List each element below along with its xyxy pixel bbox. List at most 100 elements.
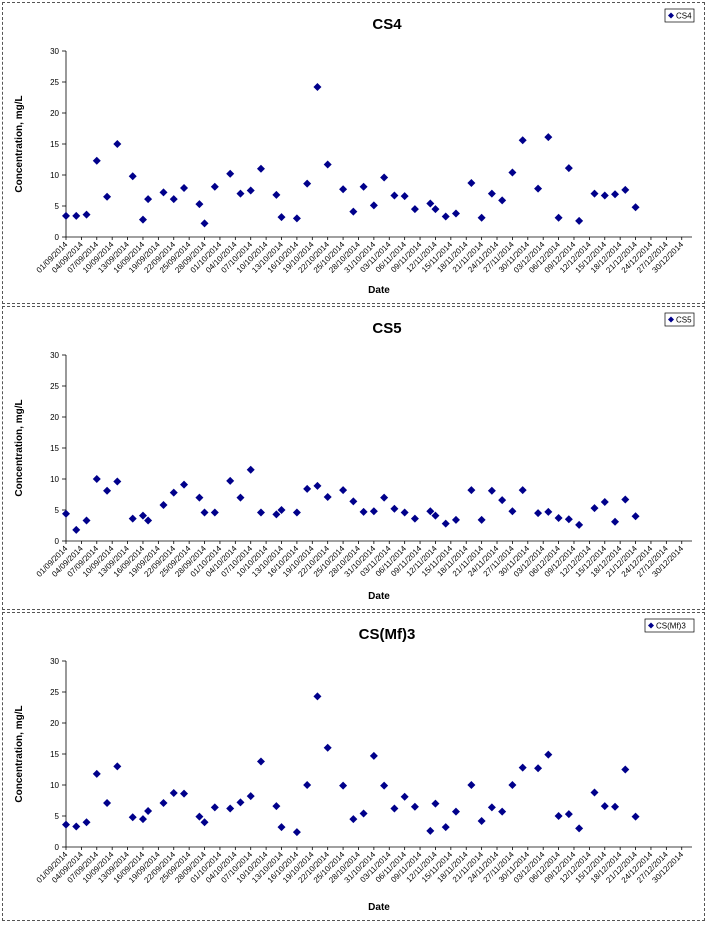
chart-title: CS5 bbox=[372, 320, 401, 337]
data-point bbox=[431, 799, 440, 808]
data-point bbox=[400, 792, 409, 801]
legend-marker bbox=[668, 316, 674, 323]
data-point bbox=[103, 192, 112, 201]
data-point bbox=[272, 190, 281, 199]
y-tick-label: 30 bbox=[50, 47, 59, 56]
data-point bbox=[323, 492, 332, 501]
y-tick-label: 15 bbox=[50, 444, 59, 453]
data-point bbox=[72, 525, 81, 534]
data-point bbox=[621, 495, 630, 504]
data-point bbox=[277, 506, 286, 514]
x-axis-label: Date bbox=[368, 285, 390, 296]
data-point bbox=[113, 140, 122, 148]
data-point bbox=[72, 822, 81, 831]
data-point bbox=[349, 815, 358, 824]
legend-label: CS(Mf)3 bbox=[656, 622, 686, 631]
data-point bbox=[323, 743, 332, 752]
data-point bbox=[210, 803, 219, 812]
data-point bbox=[441, 212, 450, 221]
data-point bbox=[144, 195, 153, 204]
data-point bbox=[410, 802, 419, 811]
data-point bbox=[292, 508, 301, 517]
data-point bbox=[441, 823, 450, 832]
data-point bbox=[62, 509, 70, 518]
data-point bbox=[128, 172, 137, 181]
y-tick-label: 5 bbox=[55, 812, 60, 821]
data-point bbox=[498, 496, 507, 505]
y-tick-label: 0 bbox=[55, 843, 60, 852]
data-point bbox=[611, 802, 620, 811]
data-point bbox=[226, 804, 235, 813]
data-point bbox=[611, 517, 620, 526]
legend-marker bbox=[668, 12, 674, 19]
data-point bbox=[534, 764, 543, 773]
data-point bbox=[272, 802, 281, 811]
y-tick-label: 10 bbox=[50, 475, 59, 484]
data-point bbox=[600, 497, 609, 506]
data-point bbox=[369, 507, 378, 516]
y-tick-label: 0 bbox=[55, 233, 60, 242]
y-tick-label: 15 bbox=[50, 140, 59, 149]
data-point bbox=[380, 173, 389, 182]
legend-box bbox=[664, 8, 695, 23]
chart-panel: CS(Mf)3 CS(Mf)3 0 5 10 15 20 25 30 01/09/2014 04/0… bbox=[2, 612, 705, 921]
data-point bbox=[359, 809, 368, 818]
y-tick-label: 15 bbox=[50, 750, 59, 759]
data-point bbox=[400, 192, 409, 201]
chart-panel: CS4 CS4 0 5 10 15 20 25 30 01/09/2014 04/09/2014 07… bbox=[2, 2, 705, 304]
data-point bbox=[195, 200, 204, 209]
data-point bbox=[518, 136, 527, 145]
data-point bbox=[534, 184, 543, 193]
data-point bbox=[246, 792, 255, 801]
data-point bbox=[451, 515, 460, 524]
data-point bbox=[138, 215, 147, 224]
data-point bbox=[128, 514, 137, 523]
data-point bbox=[92, 769, 101, 778]
data-point bbox=[256, 508, 265, 517]
chart-title: CS4 bbox=[372, 16, 402, 33]
y-tick-label: 0 bbox=[55, 537, 60, 546]
data-point bbox=[159, 501, 168, 510]
legend-label: CS4 bbox=[676, 12, 692, 21]
data-point bbox=[400, 508, 409, 517]
data-point bbox=[477, 213, 486, 222]
y-tick-label: 20 bbox=[50, 413, 59, 422]
data-point bbox=[62, 820, 70, 829]
data-point bbox=[138, 815, 147, 824]
data-point bbox=[256, 164, 265, 173]
legend: CS(Mf)3 bbox=[644, 618, 695, 633]
legend-box bbox=[644, 618, 695, 633]
x-axis-label: Date bbox=[368, 591, 390, 602]
chart-title: CS(Mf)3 bbox=[359, 626, 416, 643]
data-point bbox=[236, 189, 245, 198]
data-point bbox=[431, 511, 440, 520]
y-axis-label: Concentration, mg/L bbox=[14, 399, 25, 496]
data-point bbox=[292, 828, 301, 837]
data-point bbox=[590, 788, 599, 797]
y-tick-label: 30 bbox=[50, 657, 59, 666]
data-point bbox=[631, 203, 640, 212]
data-point bbox=[226, 169, 235, 178]
x-axis-label: Date bbox=[368, 902, 390, 913]
data-point bbox=[92, 475, 101, 483]
data-point bbox=[544, 507, 553, 516]
data-point bbox=[554, 514, 563, 523]
data-point bbox=[508, 781, 517, 789]
data-point bbox=[600, 191, 609, 200]
data-point bbox=[313, 82, 322, 91]
y-tick-label: 30 bbox=[50, 351, 59, 360]
data-point bbox=[339, 781, 348, 790]
data-point bbox=[359, 182, 368, 191]
data-point bbox=[169, 789, 178, 798]
data-point bbox=[103, 798, 112, 807]
y-axis-label: Concentration, mg/L bbox=[14, 705, 25, 802]
data-point bbox=[564, 164, 573, 173]
data-point bbox=[339, 486, 348, 495]
data-point bbox=[349, 497, 358, 506]
legend-label: CS5 bbox=[676, 316, 692, 325]
data-point bbox=[575, 824, 584, 833]
data-point bbox=[128, 813, 137, 822]
data-point bbox=[200, 508, 209, 517]
data-point bbox=[390, 191, 399, 200]
data-point bbox=[144, 516, 153, 525]
